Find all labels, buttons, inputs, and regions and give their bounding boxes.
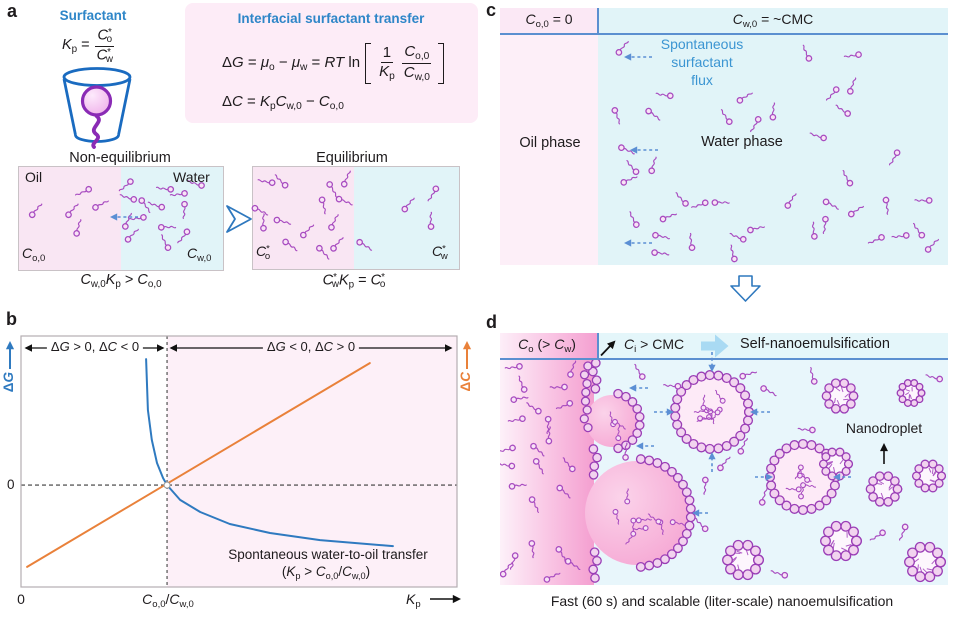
kp-formula-lhs: Kp = xyxy=(62,37,90,56)
water-initial-concentration: Cw,0 xyxy=(187,245,212,264)
nanodroplet-label: Nanodroplet xyxy=(845,420,923,436)
water-label: Water xyxy=(173,169,210,185)
panel-d-body xyxy=(500,360,948,585)
equilibrium-title: Equilibrium xyxy=(316,150,388,166)
panel-c-oil-phase xyxy=(500,35,598,265)
oil-equilibrium-concentration: C*o xyxy=(256,243,271,262)
equilibrium-box xyxy=(252,166,460,270)
equilibrium-condition: C*wKp = C*o xyxy=(322,272,386,291)
equilibrium-water-region xyxy=(354,167,459,269)
x-zero-label: 0 xyxy=(17,591,25,607)
non-equilibrium-title: Non-equilibrium xyxy=(69,150,171,166)
x-threshold-label: Co,0/Cw,0 xyxy=(142,591,194,610)
delta-c-equation: ΔC = KpCw,0 − Co,0 xyxy=(222,93,344,113)
interface-condition-label: Ci > CMC xyxy=(624,336,685,355)
left-bracket xyxy=(365,43,372,85)
oil-phase-label: Oil phase xyxy=(519,135,581,151)
surfactant-label: Surfactant xyxy=(59,8,127,23)
delta-g-axis-label: ΔG xyxy=(1,372,16,393)
right-bracket xyxy=(437,43,444,85)
kp-formula: Kp = C*o C*w xyxy=(62,27,115,66)
region-left-label: ΔG > 0, ΔC < 0 xyxy=(46,339,144,355)
delta-g-equation: ΔG = μo − μw = RT ln 1 Kp Co,0 Cw,0 xyxy=(222,43,444,85)
delta-c-axis-label: ΔC xyxy=(458,372,473,392)
panel-d-label: d xyxy=(486,312,497,332)
transfer-equation-box xyxy=(185,3,478,123)
oil-initial-concentration: Co,0 xyxy=(22,245,46,264)
panel-d-interface-line xyxy=(500,358,948,360)
panel-c-header-oil-cell xyxy=(500,8,597,33)
region-right-label: ΔG < 0, ΔC > 0 xyxy=(262,339,360,355)
panel-c-header-water-cell xyxy=(599,8,948,33)
inverse-kp-fraction: 1 Kp xyxy=(379,44,395,82)
non-equilibrium-box xyxy=(18,166,224,271)
panel-c-header-oil-text: Co,0 = 0 xyxy=(525,11,573,30)
panel-c-label: c xyxy=(486,0,497,20)
oil-label: Oil xyxy=(25,169,43,185)
water-equilibrium-concentration: C*w xyxy=(432,243,448,262)
self-nanoemulsification-label: Self-nanoemulsification xyxy=(740,336,890,352)
water-phase-label: Water phase xyxy=(701,134,783,150)
panel-d-header-divider xyxy=(597,333,599,358)
non-equilibrium-oil-region xyxy=(19,167,121,270)
spontaneous-transfer-annotation-line2: (Kp > Co,0/Cw,0) xyxy=(281,564,371,581)
panel-d-header-oil-cell xyxy=(500,333,597,358)
panel-d-caption: Fast (60 s) and scalable (liter-scale) n… xyxy=(550,593,894,609)
panel-d-header-water-cell xyxy=(599,333,948,358)
panel-c-header-divider xyxy=(597,8,599,33)
panel-c-interface-line xyxy=(500,33,948,35)
x-axis-label: Kp xyxy=(406,591,421,610)
panel-c-header-water-text: Cw,0 = ~CMC xyxy=(732,11,814,30)
concentration-ratio-fraction: Co,0 Cw,0 xyxy=(402,43,432,84)
panel-d-header-oil-text: Co (> Cw) xyxy=(518,336,576,355)
transfer-box-title: Interfacial surfactant transfer xyxy=(237,11,425,26)
panel-b-label: b xyxy=(6,309,17,329)
panel-a-label: a xyxy=(7,1,18,21)
y-zero-label: 0 xyxy=(7,477,15,492)
spontaneous-flux-label: Spontaneous surfactant flux xyxy=(660,36,744,88)
non-equilibrium-condition: Cw,0Kp > Co,0 xyxy=(80,272,162,290)
spontaneous-transfer-annotation-line1: Spontaneous water-to-oil transfer xyxy=(228,547,428,562)
kp-formula-fraction: C*o C*w xyxy=(95,27,115,66)
delta-g-equation-lhs: ΔG = μo − μw = RT ln xyxy=(222,53,361,73)
